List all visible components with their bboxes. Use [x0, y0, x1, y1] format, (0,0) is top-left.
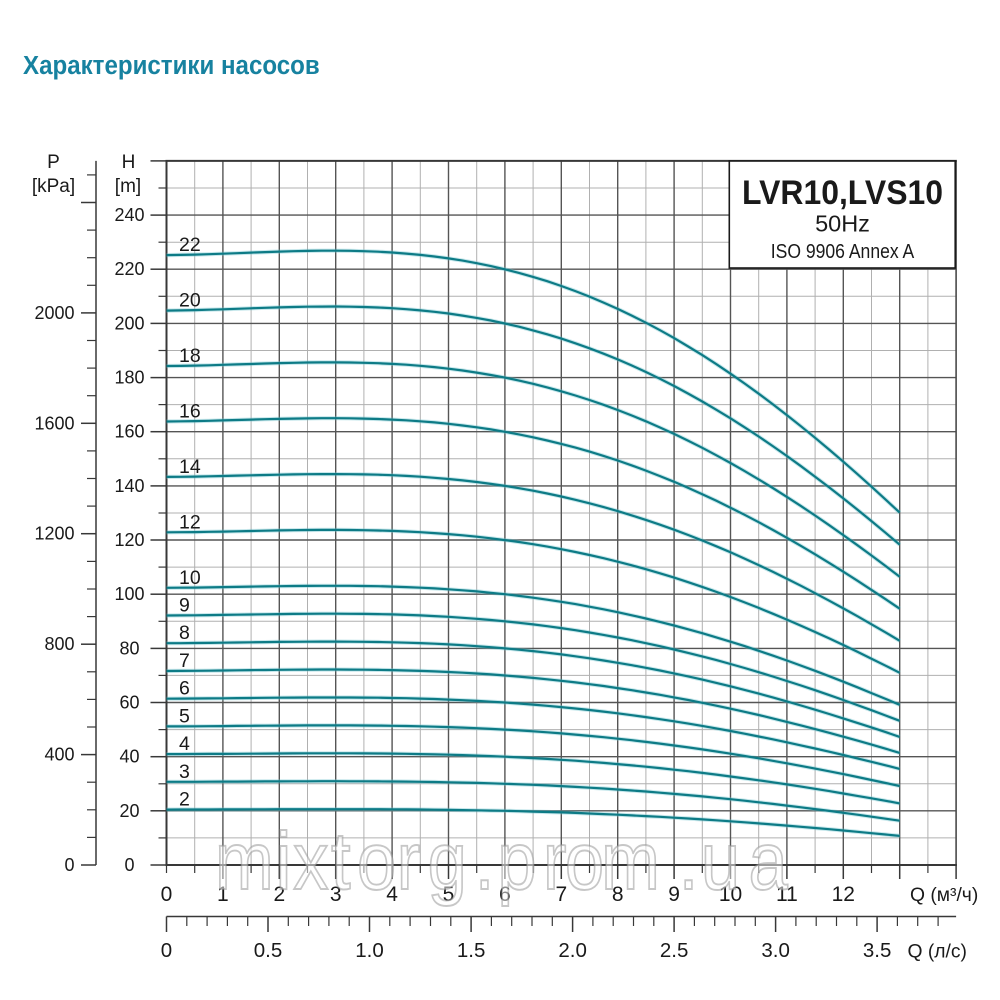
svg-text:0: 0 — [124, 855, 134, 875]
svg-text:220: 220 — [114, 259, 144, 279]
svg-text:10: 10 — [719, 883, 742, 906]
svg-text:LVR10,LVS10: LVR10,LVS10 — [742, 174, 943, 212]
svg-text:2.0: 2.0 — [558, 939, 587, 962]
svg-text:3: 3 — [330, 883, 342, 906]
svg-text:1: 1 — [217, 883, 229, 906]
svg-text:12: 12 — [832, 883, 855, 906]
svg-text:P: P — [47, 152, 60, 173]
svg-text:3.0: 3.0 — [761, 939, 790, 962]
svg-text:mixtorg.prom.ua: mixtorg.prom.ua — [215, 816, 791, 907]
svg-text:1200: 1200 — [34, 524, 74, 544]
svg-text:3.5: 3.5 — [863, 939, 892, 962]
svg-text:2: 2 — [179, 789, 190, 811]
svg-text:9: 9 — [668, 883, 680, 906]
svg-text:3: 3 — [179, 761, 190, 783]
svg-text:0.5: 0.5 — [254, 939, 283, 962]
svg-text:16: 16 — [179, 401, 201, 423]
svg-text:20: 20 — [119, 801, 139, 821]
svg-text:0: 0 — [64, 855, 74, 875]
svg-text:8: 8 — [179, 622, 190, 644]
svg-text:[kPa]: [kPa] — [32, 176, 75, 197]
svg-text:9: 9 — [179, 595, 190, 617]
svg-text:1600: 1600 — [34, 413, 74, 433]
svg-text:80: 80 — [119, 638, 139, 658]
svg-text:4: 4 — [179, 733, 190, 755]
svg-text:400: 400 — [44, 745, 74, 765]
svg-text:14: 14 — [179, 456, 201, 478]
svg-text:50Hz: 50Hz — [815, 211, 870, 237]
svg-text:140: 140 — [114, 476, 144, 496]
svg-text:7: 7 — [555, 883, 567, 906]
svg-text:Q (л/с): Q (л/с) — [908, 942, 967, 963]
svg-text:22: 22 — [179, 234, 201, 256]
svg-text:7: 7 — [179, 650, 190, 672]
svg-text:6: 6 — [179, 678, 190, 700]
svg-text:800: 800 — [44, 634, 74, 654]
svg-text:[m]: [m] — [115, 176, 141, 197]
svg-text:2.5: 2.5 — [660, 939, 689, 962]
svg-text:160: 160 — [114, 422, 144, 442]
svg-text:10: 10 — [179, 567, 201, 589]
svg-text:12: 12 — [179, 511, 201, 533]
svg-text:0: 0 — [161, 939, 172, 962]
svg-text:1.0: 1.0 — [355, 939, 384, 962]
svg-text:2000: 2000 — [34, 303, 74, 323]
svg-text:100: 100 — [114, 584, 144, 604]
svg-text:40: 40 — [119, 747, 139, 767]
svg-text:18: 18 — [179, 345, 201, 367]
svg-text:2: 2 — [273, 883, 285, 906]
svg-text:5: 5 — [443, 883, 455, 906]
svg-text:5: 5 — [179, 705, 190, 727]
svg-text:ISO 9906 Annex A: ISO 9906 Annex A — [771, 241, 915, 263]
svg-text:20: 20 — [179, 290, 201, 312]
svg-text:1.5: 1.5 — [457, 939, 486, 962]
svg-text:180: 180 — [114, 368, 144, 388]
svg-text:4: 4 — [386, 883, 398, 906]
svg-text:120: 120 — [114, 530, 144, 550]
svg-text:11: 11 — [776, 883, 798, 906]
svg-text:Q (м³/ч): Q (м³/ч) — [910, 885, 978, 906]
svg-text:8: 8 — [612, 883, 624, 906]
svg-text:200: 200 — [114, 313, 144, 333]
svg-text:H: H — [122, 152, 136, 173]
svg-text:60: 60 — [119, 693, 139, 713]
svg-text:240: 240 — [114, 205, 144, 225]
svg-text:6: 6 — [499, 883, 511, 906]
svg-text:0: 0 — [161, 883, 173, 906]
